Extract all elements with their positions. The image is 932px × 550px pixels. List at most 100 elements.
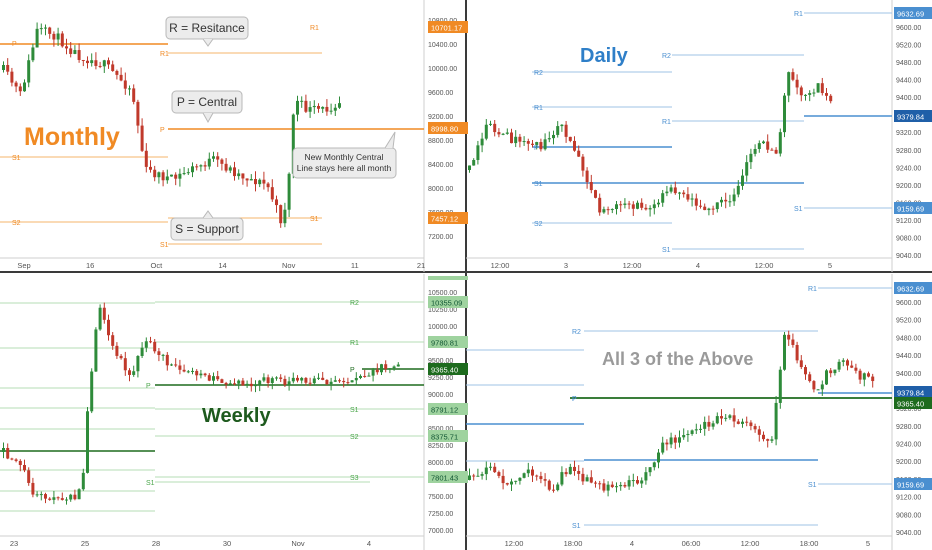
monthly-candle-body bbox=[60, 33, 64, 47]
daily-candle-body bbox=[757, 143, 761, 150]
daily-candle-body bbox=[673, 187, 677, 194]
combined-time-tick-label: 5 bbox=[866, 539, 870, 548]
monthly-candle-body bbox=[170, 174, 173, 177]
daily-price-tick-label: 9120.00 bbox=[896, 218, 921, 225]
monthly-candle-body bbox=[123, 80, 127, 89]
annotation-support: S = Support bbox=[170, 210, 244, 241]
combined-candle-body bbox=[501, 475, 505, 484]
monthly-candle-body bbox=[107, 60, 110, 65]
combined-candle-body bbox=[627, 480, 631, 487]
daily-candle-body bbox=[585, 170, 589, 183]
weekly-candle-body bbox=[182, 369, 186, 372]
monthly-candle-body bbox=[132, 88, 136, 102]
combined-price-tick-label: 9200.00 bbox=[896, 459, 921, 466]
monthly-price-tick-label: 9200.00 bbox=[428, 114, 453, 121]
combined-price-tick-label: 9080.00 bbox=[896, 512, 921, 519]
daily-candle-body bbox=[556, 126, 560, 135]
weekly-s1-price-tag: 8791.12 bbox=[431, 406, 458, 415]
daily-candle-body bbox=[699, 205, 702, 207]
combined-left-label: P bbox=[572, 396, 577, 403]
monthly-candle-body bbox=[178, 173, 182, 179]
daily-left-label: R1 bbox=[534, 105, 543, 112]
weekly-price-tick-label: 9500.00 bbox=[428, 358, 453, 365]
weekly-candle-body bbox=[321, 377, 325, 380]
monthly-candle-body bbox=[86, 60, 89, 64]
weekly-right-s2: S2 bbox=[350, 434, 359, 441]
combined-candle-body bbox=[510, 481, 513, 485]
weekly-candle-body bbox=[48, 498, 52, 500]
daily-candle-body bbox=[808, 93, 812, 95]
daily-candle-body bbox=[573, 140, 576, 151]
weekly-candle-body bbox=[44, 494, 47, 499]
weekly-candle-body bbox=[338, 380, 341, 382]
weekly-candle-body bbox=[56, 497, 60, 499]
weekly-price-tick-label: 10500.00 bbox=[428, 290, 457, 297]
daily-candle-body bbox=[804, 94, 807, 96]
weekly-s2-price-tag: 8375.71 bbox=[431, 433, 458, 442]
weekly-candle-body bbox=[333, 380, 337, 382]
daily-left-label: P bbox=[534, 145, 539, 152]
weekly-candle-body bbox=[18, 460, 22, 465]
daily-left-label: R2 bbox=[662, 53, 671, 60]
monthly-candle-body bbox=[144, 150, 148, 167]
daily-candle-body bbox=[602, 209, 606, 213]
daily-candle-body bbox=[539, 142, 543, 150]
weekly-price-tick-label: 7000.00 bbox=[428, 528, 453, 535]
combined-time-tick-label: 18:00 bbox=[564, 539, 583, 548]
combined-price-tick-label: 9520.00 bbox=[896, 318, 921, 325]
monthly-candle-body bbox=[6, 65, 10, 72]
combined-candle-body bbox=[514, 480, 518, 482]
daily-right-r1: R1 bbox=[794, 11, 803, 18]
weekly-candle-body bbox=[287, 381, 291, 385]
weekly-candle-body bbox=[245, 383, 249, 386]
combined-candle-body bbox=[686, 433, 690, 436]
weekly-s2-price-tag-bg bbox=[428, 430, 468, 442]
daily-candle-body bbox=[501, 133, 505, 135]
weekly-candle-body bbox=[270, 378, 274, 383]
monthly-candle-body bbox=[254, 179, 257, 185]
weekly-candle-body bbox=[31, 482, 35, 495]
weekly-candle-body bbox=[249, 383, 253, 387]
weekly-candle-body bbox=[161, 354, 165, 356]
monthly-candle-body bbox=[287, 173, 291, 210]
weekly-candle-body bbox=[65, 499, 68, 501]
monthly-price-tick-label: 10400.00 bbox=[428, 42, 457, 49]
combined-p-weekly-price-tag-bg bbox=[894, 397, 932, 409]
combined-candle-body bbox=[543, 479, 547, 481]
monthly-candle-body bbox=[283, 209, 287, 224]
daily-candle-body bbox=[472, 159, 476, 166]
weekly-candle-body bbox=[384, 364, 388, 370]
daily-candle-body bbox=[783, 95, 786, 133]
daily-candle-body bbox=[619, 204, 623, 206]
monthly-candle-body bbox=[94, 60, 98, 66]
weekly-candle-body bbox=[396, 364, 400, 367]
daily-candle-body bbox=[816, 83, 820, 93]
combined-candle-body bbox=[539, 476, 543, 480]
combined-candle-body bbox=[871, 376, 875, 382]
monthly-candle-body bbox=[136, 101, 140, 126]
weekly-time-tick-label: 4 bbox=[367, 539, 371, 548]
weekly-candle-body bbox=[191, 370, 194, 372]
combined-candle-body bbox=[610, 484, 614, 488]
daily-candle-body bbox=[598, 197, 602, 213]
weekly-candle-body bbox=[6, 448, 10, 459]
daily-r1-price-tag: 9632.69 bbox=[897, 10, 924, 19]
monthly-candle-body bbox=[81, 59, 85, 61]
combined-candle-body bbox=[636, 480, 639, 484]
daily-time-tick-label: 3 bbox=[564, 261, 568, 270]
combined-candle-body bbox=[703, 421, 707, 429]
weekly-candle-body bbox=[165, 354, 169, 366]
monthly-candle-body bbox=[321, 106, 325, 109]
weekly-title: Weekly bbox=[202, 405, 271, 427]
weekly-candle-body bbox=[359, 375, 362, 378]
combined-left-label: S1 bbox=[572, 523, 581, 530]
daily-candle-body bbox=[577, 150, 581, 157]
combined-price-tick-label: 9040.00 bbox=[896, 530, 921, 537]
weekly-candle-body bbox=[275, 377, 278, 379]
combined-p-daily-price-tag: 9379.84 bbox=[897, 389, 924, 398]
daily-candle-body bbox=[812, 92, 816, 94]
combined-candle-body bbox=[820, 384, 824, 390]
combined-r1-price-tag-bg bbox=[894, 282, 932, 294]
daily-candle-body bbox=[787, 72, 791, 96]
daily-candle-body bbox=[707, 208, 711, 211]
